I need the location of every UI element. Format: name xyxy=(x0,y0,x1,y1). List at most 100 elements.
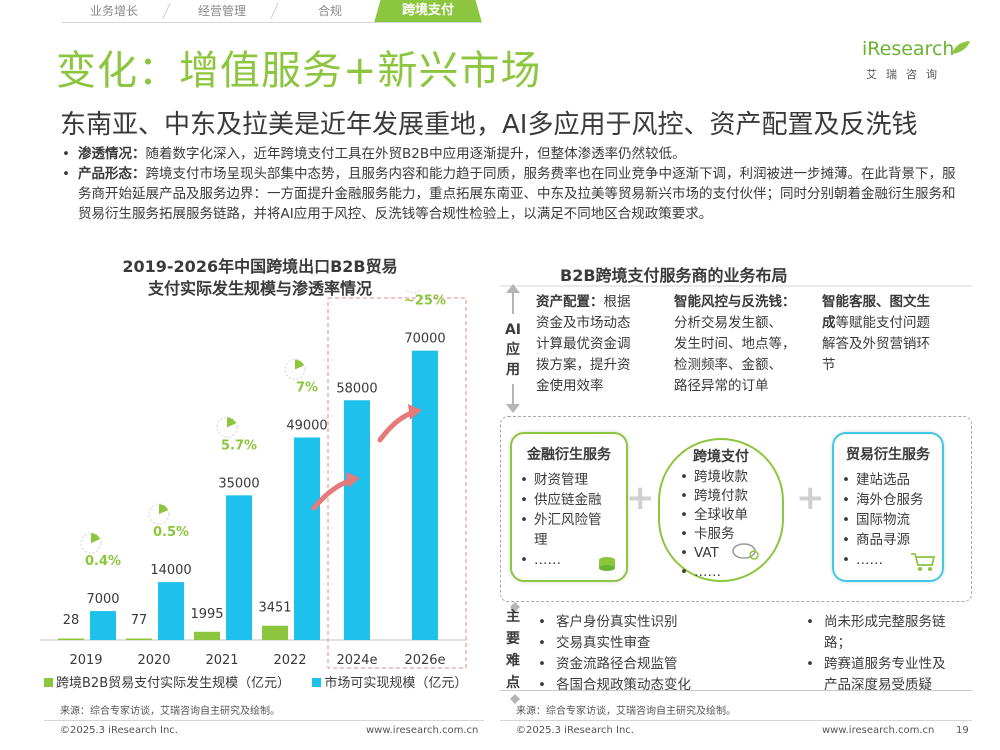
bar-actual xyxy=(58,638,84,640)
difficulty-label-char: 难 xyxy=(506,653,520,669)
ai-label-char: 用 xyxy=(506,362,520,378)
footer-copyright-right: ©2025.3 iResearch Inc. xyxy=(516,725,634,736)
ai-text-line: 解答及外贸营销环 xyxy=(822,336,930,352)
ai-risk-control: 智能风控与反洗钱： 分析交易发生额、 发生时间、地点等， 检测频率、金额、 路径… xyxy=(674,292,814,397)
penetration-label: 0.4% xyxy=(85,554,121,569)
difficulty-item-cont: 路； xyxy=(824,635,851,651)
chart-title-line1: 2019-2026年中国跨境出口B2B贸易 xyxy=(122,257,398,276)
ai-text-line: 计算最优资金调 xyxy=(536,336,631,352)
difficulty-label-char: 点 xyxy=(506,675,520,691)
penetration-label: ~25% xyxy=(404,294,446,309)
difficulty-label: 主 要 难 点 xyxy=(504,606,522,694)
page-title: 变化：增值服务+新兴市场 xyxy=(56,48,542,94)
forecast-frame xyxy=(327,297,467,669)
growth-arrow xyxy=(377,409,417,443)
bar-market xyxy=(158,582,184,640)
penetration-pie-ring xyxy=(80,532,102,554)
penetration-pie-slice xyxy=(295,359,304,370)
ai-label-char: AI xyxy=(504,322,522,338)
penetration-label: 0.5% xyxy=(153,525,189,540)
difficulty-label-char: 要 xyxy=(506,631,520,647)
x-tick-label: 2026e xyxy=(404,653,445,668)
card-item: 国际物流 xyxy=(842,510,934,530)
penetration-pie-slice xyxy=(227,417,236,428)
ai-term: 资产配置： xyxy=(536,294,604,310)
legend-swatch-actual xyxy=(44,678,53,687)
legend-label-actual: 跨境B2B贸易支付实际发生规模（亿元） xyxy=(56,676,291,691)
ai-text-line: 金使用效率 xyxy=(536,378,604,394)
arrow-up-icon xyxy=(506,284,520,293)
data-label-market: 14000 xyxy=(150,563,191,578)
difficulty-item: 客户身份真实性识别 xyxy=(534,612,774,633)
ai-arrow-down-line xyxy=(512,384,514,410)
x-tick-label: 2022 xyxy=(273,653,306,668)
difficulty-item: 跨赛道服务专业性及 xyxy=(802,654,972,675)
bullet-product-form: 产品形态：跨境支付市场呈现头部集中态势，且服务内容和能力趋于同质，服务费率也在同… xyxy=(60,164,960,224)
bar-market xyxy=(412,350,438,640)
x-tick-label: 2020 xyxy=(137,653,170,668)
card-item: …… xyxy=(520,550,618,570)
penetration-label: 7% xyxy=(296,380,318,395)
card-item: 外汇风险管 xyxy=(520,510,618,530)
bar-actual xyxy=(194,631,220,640)
bullet-text: 随着数字化深入，近年跨境支付工具在外贸B2B中应用逐渐提升，但整体渗透率仍然较低… xyxy=(145,146,686,162)
ai-text-line: 发生时间、地点等， xyxy=(674,336,796,352)
tab-cross-border-payment[interactable]: 跨境支付 xyxy=(374,0,482,23)
ai-text-line: 节 xyxy=(822,357,836,373)
data-label-actual: 28 xyxy=(63,613,80,628)
logo-wordmark: iResearch xyxy=(862,38,955,60)
bullet-term: 产品形态： xyxy=(78,166,146,182)
cart-icon xyxy=(911,553,936,571)
penetration-label: 5.7% xyxy=(221,438,257,453)
card-item: 供应链金融 xyxy=(520,490,618,510)
diagram-title: B2B跨境支付服务商的业务布局 xyxy=(560,266,788,285)
card-item: 海外仓服务 xyxy=(842,490,934,510)
plus-icon: + xyxy=(796,478,825,518)
diamond-icon xyxy=(510,694,520,704)
iresearch-logo: iResearch 艾瑞咨询 xyxy=(862,38,972,86)
leaf-icon xyxy=(952,41,970,54)
penetration-pie-ring xyxy=(405,290,421,294)
difficulty-list-left: 客户身份真实性识别 交易真实性审查 资金流路径合规监管 各国合规政策动态变化 xyxy=(534,612,774,696)
ai-term: 智能风控与反洗钱： xyxy=(674,294,796,310)
penetration-pie-slice xyxy=(159,504,168,515)
logo-subtitle: 艾瑞咨询 xyxy=(866,68,946,81)
bar-actual xyxy=(262,625,288,640)
data-label-market: 49000 xyxy=(286,418,327,433)
tab-compliance[interactable]: 合规 xyxy=(317,4,342,18)
ai-text-line: 拨方案，提升资 xyxy=(536,357,631,373)
arrow-down-icon xyxy=(506,404,520,413)
data-label-market: 58000 xyxy=(336,381,377,396)
bar-chart: 28 7000 2019 0.4% 77 14000 2020 0.5% 1995 35000 20… xyxy=(40,290,467,669)
card-title: 贸易衍生服务 xyxy=(846,447,930,463)
diamond-icon xyxy=(510,602,520,612)
tab-operations[interactable]: 经营管理 xyxy=(197,4,246,18)
ai-text-line: 检测频率、金额、 xyxy=(674,357,782,373)
tab-business-growth[interactable]: 业务增长 xyxy=(89,4,138,18)
diagram-source: 来源：综合专家访谈，艾瑞咨询自主研究及绘制。 xyxy=(516,706,736,717)
footer-rule-right xyxy=(500,720,972,721)
bullet-penetration: 渗透情况：随着数字化深入，近年跨境支付工具在外贸B2B中应用逐渐提升，但整体渗透… xyxy=(60,144,960,164)
ai-text-line: 资金及市场动态 xyxy=(536,315,631,331)
coins-icon xyxy=(599,557,615,571)
ai-label-char: 应 xyxy=(506,342,520,358)
card-title: 跨境支付 xyxy=(693,449,749,465)
bar-actual xyxy=(126,638,152,640)
footer-rule-left xyxy=(44,720,484,721)
difficulty-item-cont: 产品深度易受质疑 xyxy=(824,677,932,693)
card-item: 建站选品 xyxy=(842,470,934,490)
bar-market xyxy=(344,400,370,640)
bullet-term: 渗透情况： xyxy=(78,146,146,162)
legend-label-market: 市场可实现规模（亿元） xyxy=(324,676,468,691)
plus-icon: + xyxy=(626,478,655,518)
tab-bar: 业务增长 经营管理 合规 跨境支付 xyxy=(62,0,482,24)
footer-site-right: www.iresearch.com.cn xyxy=(822,725,935,736)
data-label-market: 35000 xyxy=(218,476,259,491)
card-item: VAT xyxy=(680,544,772,563)
card-item: …… xyxy=(680,563,772,582)
ai-text: 等赋能支付问题 xyxy=(835,315,931,331)
bullet-text: 跨境支付市场呈现头部集中态势，且服务内容和能力趋于同质，服务费率也在同业竞争中逐… xyxy=(78,166,956,222)
ai-arrow-up-line xyxy=(512,290,514,314)
difficulty-list-right: 尚未形成完整服务链 路； 跨赛道服务专业性及 产品深度易受质疑 xyxy=(802,612,972,696)
ai-section-frame xyxy=(500,285,972,287)
